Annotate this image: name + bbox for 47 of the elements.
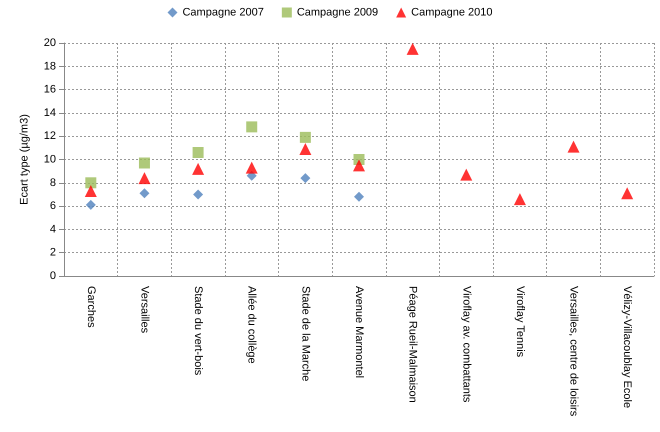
- y-tick-label: 10: [44, 154, 56, 166]
- x-tick-label: Avenue Marmontel: [353, 286, 365, 378]
- x-tick-label: Versailles, centre de loisirs: [568, 286, 580, 417]
- point: [246, 121, 258, 132]
- y-tick-label: 6: [50, 200, 56, 212]
- point: [193, 189, 204, 200]
- x-tick-label: Stade du vert-bois: [192, 286, 204, 376]
- y-tick-label: 14: [44, 106, 56, 119]
- point: [192, 147, 204, 158]
- point: [460, 168, 472, 181]
- point: [192, 162, 204, 175]
- x-tick-label: Versailles: [138, 286, 150, 334]
- point: [621, 187, 634, 200]
- point: [246, 162, 258, 174]
- y-tick-label: 20: [44, 37, 56, 49]
- point: [138, 172, 150, 184]
- y-tick-label: 2: [50, 246, 56, 259]
- legend-label: Campagne 2010: [411, 6, 493, 18]
- point: [300, 173, 310, 184]
- point: [139, 188, 150, 198]
- x-tick-label: Viroflay Tennis: [514, 286, 526, 358]
- x-tick-label: Stade de la Marche: [299, 286, 312, 382]
- y-axis-title: Ecart type (µg/m3): [18, 114, 30, 205]
- y-tick-label: 16: [44, 84, 56, 96]
- y-tick-label: 8: [50, 176, 56, 189]
- point: [406, 42, 419, 55]
- y-tick-label: 18: [44, 60, 56, 72]
- point: [514, 193, 526, 206]
- point: [138, 157, 150, 168]
- x-tick-label: Viroflay av. combattants: [460, 286, 472, 403]
- point: [299, 143, 312, 156]
- y-tick-label: 4: [50, 223, 56, 236]
- point: [84, 184, 97, 197]
- x-tick-label: Allée du collège: [246, 286, 258, 364]
- x-tick-label: Garches: [84, 286, 97, 328]
- y-tick-label: 0: [50, 270, 56, 282]
- legend-label: Campagne 2009: [296, 6, 378, 18]
- x-tick-label: Vélizy-Villacoublay Ecole: [621, 286, 634, 408]
- point: [353, 159, 365, 172]
- legend-label: Campagne 2007: [182, 6, 264, 18]
- y-tick-label: 12: [44, 130, 56, 142]
- x-tick-label: Péage Rueil-Malmaison: [406, 286, 419, 403]
- point: [568, 140, 580, 153]
- point: [354, 192, 364, 202]
- point: [300, 132, 311, 143]
- point: [85, 177, 96, 188]
- point: [86, 200, 96, 210]
